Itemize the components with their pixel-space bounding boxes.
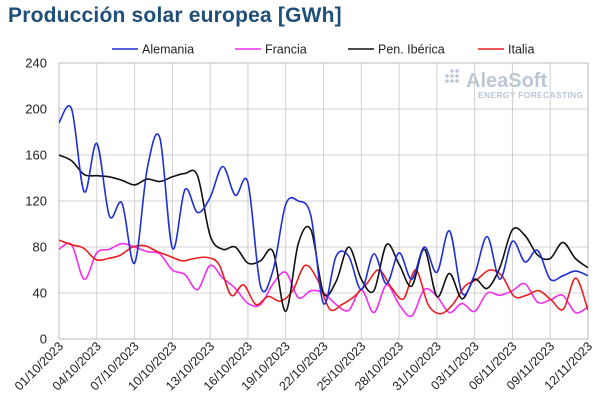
logo-dot: [445, 74, 449, 78]
legend-label: Alemania: [142, 43, 194, 57]
y-tick-label: 80: [33, 240, 47, 255]
series-line-pen-iberica: [59, 154, 588, 313]
plot-area: [58, 62, 589, 340]
logo-dot: [455, 79, 459, 83]
legend-label: Pen. Ibérica: [378, 43, 445, 57]
series-line-italia: [59, 239, 588, 315]
chart-title: Producción solar europea [GWh]: [8, 4, 342, 27]
y-tick-label: 160: [25, 148, 47, 163]
y-tick-label: 120: [25, 194, 47, 209]
y-tick-label: 40: [33, 286, 47, 301]
logo-tagline: ENERGY FORECASTING: [478, 90, 583, 100]
y-tick-label: 0: [40, 332, 47, 347]
series-line-alemania: [59, 105, 588, 305]
legend-label: Francia: [265, 43, 307, 57]
logo-dot: [450, 74, 454, 78]
legend-label: Italia: [508, 43, 534, 57]
y-tick-label: 200: [25, 102, 47, 117]
logo-dot: [450, 69, 454, 73]
y-tick-label: 240: [25, 56, 47, 71]
logo-dot: [445, 79, 449, 83]
logo-dot: [455, 74, 459, 78]
logo-dot: [450, 79, 454, 83]
logo-name: AleaSoft: [466, 70, 547, 92]
logo-dot: [455, 69, 459, 73]
